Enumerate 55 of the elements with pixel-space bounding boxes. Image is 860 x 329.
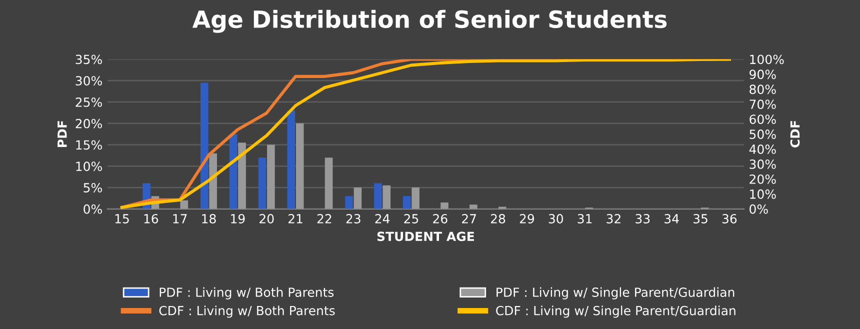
x-tick-label: 23 xyxy=(346,214,360,224)
y2-axis-title: CDF xyxy=(790,121,800,148)
x-tick-label: 26 xyxy=(433,214,448,224)
legend-label: CDF : Living w/ Both Parents xyxy=(159,306,335,318)
bar xyxy=(374,183,382,209)
x-tick-label: 25 xyxy=(404,214,418,224)
x-tick-label: 20 xyxy=(260,214,274,224)
x-tick-label: 33 xyxy=(636,214,650,224)
x-tick-label: 34 xyxy=(664,214,679,224)
bar xyxy=(258,158,266,209)
bar xyxy=(402,196,411,209)
y2-tick-label: 10% xyxy=(750,189,776,199)
y2-tick-label: 0% xyxy=(750,204,768,214)
x-tick-label: 29 xyxy=(520,214,534,224)
x-tick-label: 19 xyxy=(231,214,245,224)
x-tick-label: 22 xyxy=(317,214,332,224)
x-tick-label: 17 xyxy=(173,214,187,224)
y-tick-label: 25% xyxy=(76,97,102,107)
x-tick-label: 15 xyxy=(115,214,129,224)
y2-tick-label: 60% xyxy=(750,114,776,124)
bar xyxy=(345,196,353,209)
x-tick-label: 16 xyxy=(144,214,158,224)
x-tick-label: 21 xyxy=(288,214,302,224)
y2-tick-label: 90% xyxy=(750,70,776,80)
x-tick-label: 31 xyxy=(578,214,592,224)
legend-label: PDF : Living w/ Both Parents xyxy=(160,287,334,300)
x-tick-label: 36 xyxy=(722,214,737,224)
chart-title: Age Distribution of Senior Students xyxy=(192,10,667,33)
bar xyxy=(200,82,208,209)
y-tick-label: 5% xyxy=(84,183,102,192)
x-tick-label: 18 xyxy=(202,214,216,224)
y2-tick-label: 40% xyxy=(749,144,776,154)
y-tick-label: 35% xyxy=(76,54,102,64)
legend-label: PDF : Living w/ Single Parent/Guardian xyxy=(496,287,734,300)
x-tick-label: 30 xyxy=(548,214,563,224)
legend-label: CDF : Living w/ Single Parent/Guardian xyxy=(496,306,736,318)
y-tick-label: 30% xyxy=(76,76,102,86)
y-tick-label: 10% xyxy=(76,162,102,172)
x-tick-label: 28 xyxy=(490,214,506,224)
bar xyxy=(287,110,296,209)
x-tick-label: 27 xyxy=(462,214,476,224)
y2-tick-label: 100% xyxy=(750,54,784,64)
y2-tick-label: 20% xyxy=(750,174,776,184)
y2-tick-label: 80% xyxy=(750,84,776,94)
y2-tick-label: 70% xyxy=(750,100,776,110)
y-tick-label: 0% xyxy=(84,204,102,214)
x-axis-title: STUDENT AGE xyxy=(377,232,474,242)
x-tick-label: 35 xyxy=(694,214,708,224)
y-tick-label: 20% xyxy=(76,118,102,128)
x-tick-label: 24 xyxy=(375,214,390,224)
y-tick-label: 15% xyxy=(76,140,102,150)
y-axis-title: PDF xyxy=(58,121,67,147)
x-tick-label: 32 xyxy=(606,214,620,224)
y2-tick-label: 30% xyxy=(750,159,776,169)
y2-tick-label: 50% xyxy=(750,130,776,139)
